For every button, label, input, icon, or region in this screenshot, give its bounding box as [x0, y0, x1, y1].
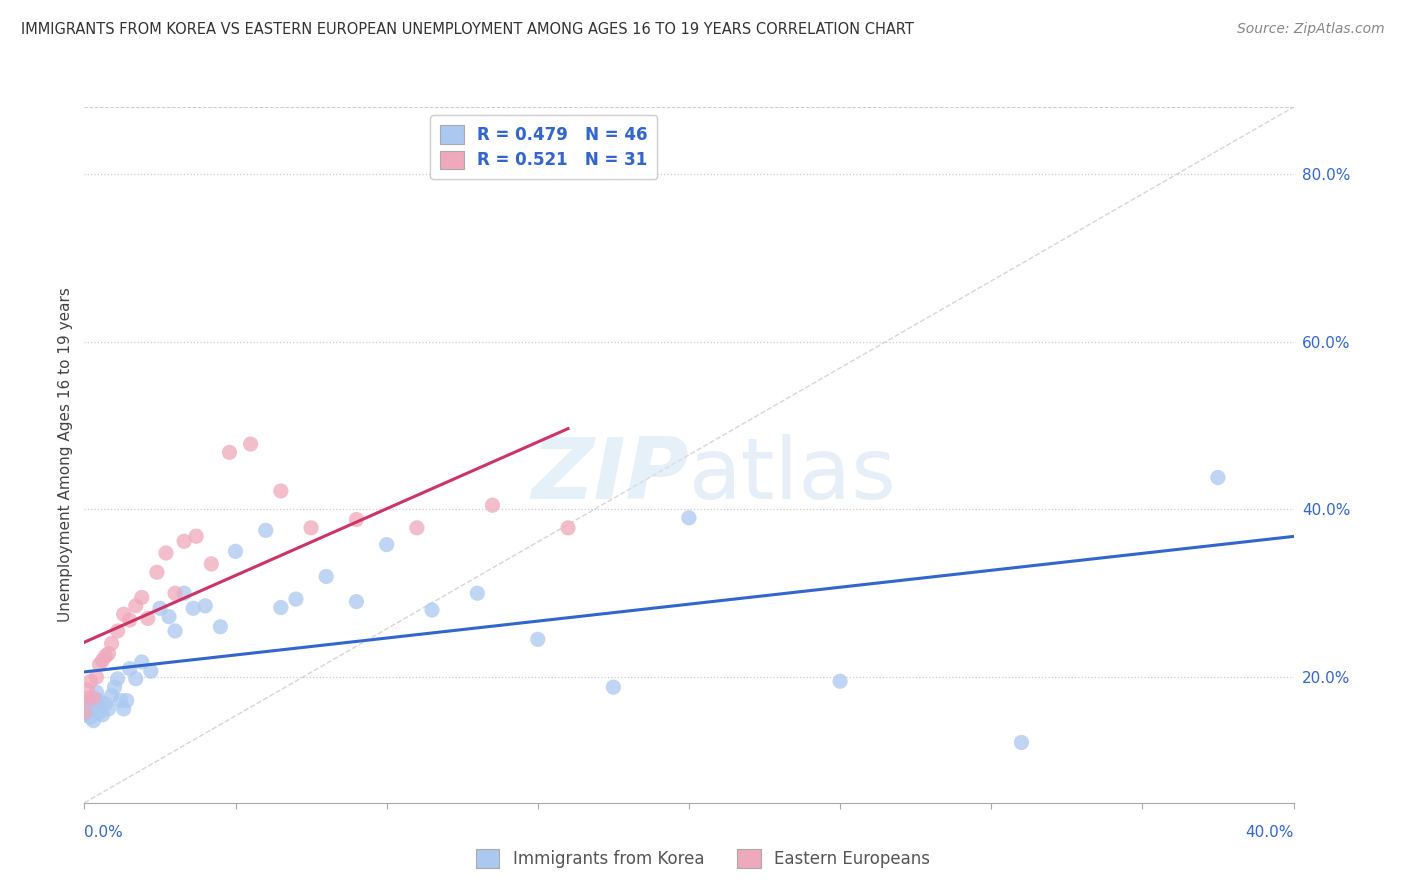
Point [73, 706, 96, 720]
Point [1010, 735, 1032, 749]
Point [1206, 470, 1229, 484]
Point [118, 662, 141, 676]
Point [112, 607, 135, 622]
Legend: Immigrants from Korea, Eastern Europeans: Immigrants from Korea, Eastern Europeans [470, 843, 936, 875]
Point [186, 529, 208, 543]
Point [86, 670, 108, 684]
Point [115, 693, 138, 707]
Point [420, 603, 443, 617]
Point [91, 653, 114, 667]
Legend: R = 0.479   N = 46, R = 0.521   N = 31: R = 0.479 N = 46, R = 0.521 N = 31 [430, 115, 658, 179]
Point [155, 546, 177, 560]
Point [173, 586, 195, 600]
Point [375, 538, 398, 552]
Point [678, 510, 700, 524]
Point [97, 702, 120, 716]
Point [481, 498, 503, 512]
Point [209, 620, 232, 634]
Point [86, 685, 108, 699]
Point [218, 445, 240, 459]
Point [149, 601, 172, 615]
Point [173, 534, 195, 549]
Point [346, 512, 368, 526]
Point [270, 483, 292, 498]
Point [139, 664, 162, 678]
Point [181, 601, 204, 615]
Point [107, 672, 129, 686]
Point [299, 521, 322, 535]
Point [200, 557, 222, 571]
Point [76, 682, 98, 697]
Point [82, 701, 104, 715]
Point [76, 704, 98, 718]
Point [270, 600, 292, 615]
Point [79, 710, 101, 724]
Point [467, 586, 489, 600]
Point [79, 693, 101, 707]
Point [163, 624, 186, 638]
Point [94, 649, 117, 664]
Point [76, 697, 98, 711]
Point [73, 707, 96, 722]
Point [254, 524, 277, 538]
Point [131, 591, 153, 605]
Point [315, 569, 337, 583]
Point [225, 544, 247, 558]
Point [89, 657, 111, 672]
Point [76, 691, 98, 706]
Text: ZIP: ZIP [531, 434, 689, 517]
Point [79, 674, 101, 689]
Point [94, 697, 117, 711]
Point [346, 594, 368, 608]
Text: IMMIGRANTS FROM KOREA VS EASTERN EUROPEAN UNEMPLOYMENT AMONG AGES 16 TO 19 YEARS: IMMIGRANTS FROM KOREA VS EASTERN EUROPEA… [21, 22, 914, 37]
Point [82, 691, 104, 706]
Point [157, 609, 180, 624]
Point [830, 674, 852, 689]
Y-axis label: Unemployment Among Ages 16 to 19 years: Unemployment Among Ages 16 to 19 years [58, 287, 73, 623]
Point [91, 707, 114, 722]
Point [136, 611, 159, 625]
Point [194, 599, 217, 613]
Point [526, 632, 548, 647]
Text: atlas: atlas [689, 434, 897, 517]
Point [284, 592, 308, 607]
Point [125, 672, 148, 686]
Point [406, 521, 429, 535]
Point [86, 693, 108, 707]
Text: 40.0%: 40.0% [1246, 825, 1294, 840]
Point [89, 693, 111, 707]
Text: 0.0%: 0.0% [84, 825, 124, 840]
Point [602, 680, 624, 694]
Point [146, 566, 169, 580]
Text: Source: ZipAtlas.com: Source: ZipAtlas.com [1237, 22, 1385, 37]
Point [163, 586, 186, 600]
Point [110, 693, 132, 707]
Point [100, 689, 122, 703]
Point [239, 437, 262, 451]
Point [112, 702, 135, 716]
Point [118, 613, 141, 627]
Point [557, 521, 579, 535]
Point [107, 624, 129, 638]
Point [104, 680, 127, 694]
Point [97, 647, 120, 661]
Point [100, 636, 122, 650]
Point [89, 706, 111, 720]
Point [131, 655, 153, 669]
Point [125, 599, 148, 613]
Point [82, 714, 104, 728]
